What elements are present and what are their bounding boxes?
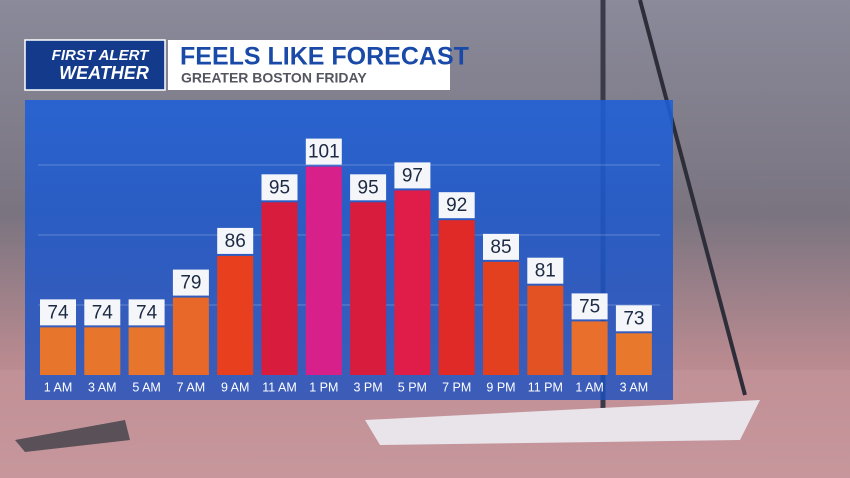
value-label: 85 [490,237,511,258]
bar [394,190,431,375]
x-tick-label: 11 PM [528,380,563,394]
x-tick-label: 1 AM [575,380,604,394]
value-label: 73 [623,308,644,329]
value-label: 86 [225,231,246,252]
value-label: 74 [136,302,158,323]
value-label-box [84,299,121,326]
value-label: 79 [180,273,201,294]
bar [40,327,76,375]
bar [571,321,608,375]
value-label: 75 [579,296,600,317]
value-label: 97 [402,165,423,186]
bar [483,261,519,375]
value-label-box [615,305,652,332]
value-label-box [571,293,608,320]
x-tick-label: 5 AM [132,380,161,394]
x-tick-label: 3 PM [354,380,383,394]
value-label-box [438,192,475,219]
bar [128,327,165,375]
bar [84,327,121,375]
value-label: 101 [308,142,340,163]
bar [438,220,475,375]
bar [527,285,564,375]
dinghy [15,420,130,452]
x-tick-label: 7 AM [177,380,206,394]
boat [365,400,760,445]
value-label: 74 [47,302,69,323]
chart-subtitle: GREATER BOSTON FRIDAY [181,70,367,86]
bar [305,166,342,375]
value-label-box [527,257,564,284]
bar [350,202,387,375]
title-box [168,40,450,90]
value-label-box [305,138,342,165]
value-label-box [40,299,76,326]
chart-title: FEELS LIKE FORECAST [180,43,469,71]
logo-line2: WEATHER [59,63,149,83]
bar [172,297,209,375]
x-tick-label: 9 PM [486,380,515,394]
value-label-box [261,174,298,201]
value-label: 95 [358,177,379,198]
x-tick-label: 1 AM [44,380,73,394]
value-label-box [128,299,165,326]
value-label: 81 [535,261,556,282]
bar [615,333,652,375]
x-tick-label: 7 PM [442,380,471,394]
logo-box [24,39,166,91]
bar [261,202,298,375]
value-label: 74 [92,302,114,323]
x-tick-label: 3 AM [88,380,117,394]
x-tick-label: 1 PM [309,380,338,394]
value-label-box [483,233,519,260]
value-label-box [394,162,431,189]
x-tick-label: 3 AM [620,380,649,394]
value-label-box [172,269,209,296]
bar [217,255,254,375]
value-label: 95 [269,177,290,198]
value-label: 92 [446,195,467,216]
x-tick-label: 9 AM [221,380,250,394]
value-label-box [350,174,387,201]
value-label-box [217,227,254,254]
x-tick-label: 11 AM [262,380,297,394]
rigging [638,0,747,396]
logo-line1: FIRST ALERT [52,47,151,64]
x-tick-label: 5 PM [398,380,427,394]
